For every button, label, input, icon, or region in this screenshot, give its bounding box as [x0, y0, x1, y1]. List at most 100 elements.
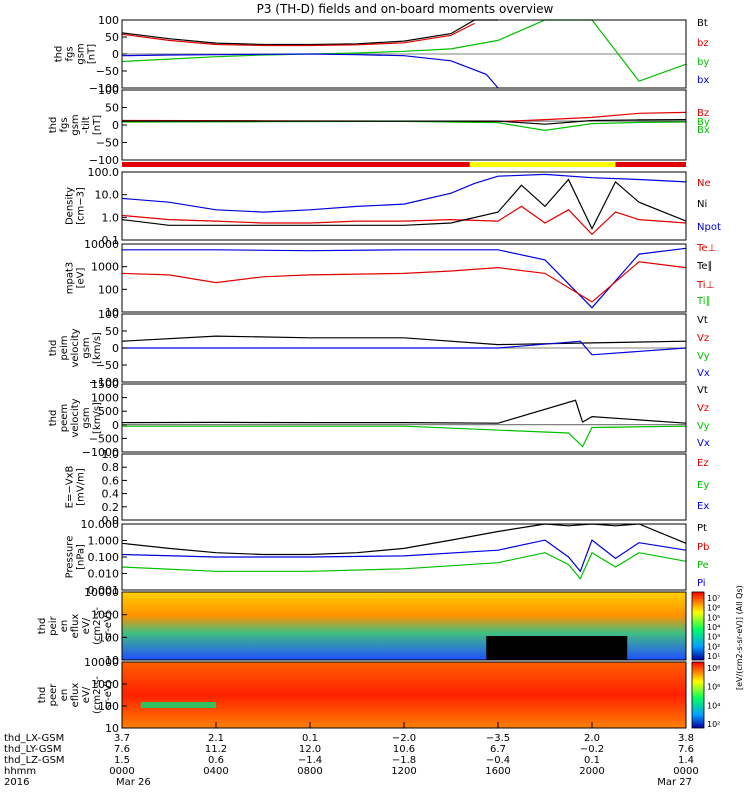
- y-tick-label: 50: [105, 325, 119, 338]
- y-tick-label: −100: [89, 376, 119, 389]
- colorbar-tick: 10¹: [707, 652, 720, 661]
- y-axis-label: (cm2-s-: [92, 676, 103, 714]
- y-axis-label: thd: [37, 687, 48, 704]
- y-axis-label: peem: [59, 404, 70, 432]
- legend-entry: Vz: [697, 333, 709, 344]
- legend-entry: Vt: [697, 385, 708, 396]
- legend-entry: Pe: [697, 560, 709, 571]
- series-line-Vy: [122, 425, 687, 448]
- colorbar-tick: 10⁷: [707, 594, 720, 603]
- y-tick-label: 0.100: [88, 551, 120, 564]
- y-axis-label: gsm: [81, 337, 92, 358]
- panel-fgs_gsm: 100 50 0 −50 −100 thd fgs gsm [nT] Bt bz by bx: [54, 14, 710, 95]
- x-row-label: thd_LY-GSM: [4, 744, 61, 755]
- y-tick-label: 1000: [91, 392, 119, 405]
- y-tick-label: 10: [105, 306, 119, 319]
- x-tick-label-ly: −0.2: [580, 744, 604, 755]
- y-axis-label: peim: [59, 335, 70, 360]
- y-tick-label: 0.001: [88, 584, 120, 597]
- panel-pressure: 10.000 1.000 0.100 0.010 0.001 Pressure [nPa] P…: [65, 518, 710, 597]
- y-tick-label: 0: [112, 119, 119, 132]
- y-tick-label: −50: [96, 137, 119, 150]
- x-tick-label-lz: 0.1: [584, 755, 600, 766]
- legend-entry: Ti∥: [696, 296, 711, 307]
- colorbar: 10⁸ 10⁶ 10⁴ 10²: [691, 661, 720, 729]
- spectrogram-fill: [122, 662, 686, 728]
- y-axis-label: Pressure: [65, 536, 76, 579]
- panel-frame: [121, 243, 687, 313]
- x-tick-label-hhmm: 1200: [391, 766, 416, 777]
- legend-entry: Ey: [697, 480, 709, 491]
- x-tick-label-date: Mar 26: [116, 777, 151, 788]
- colorbar-tick: 10⁵: [707, 613, 720, 622]
- x-tick-label-lx: −2.0: [392, 733, 416, 744]
- y-axis-label: eV/: [81, 617, 92, 634]
- legend-entry: Vt: [697, 315, 708, 326]
- x-tick-label-lx: −3.5: [486, 733, 510, 744]
- y-tick-label: 0.1: [102, 234, 120, 247]
- y-axis-label: thd: [48, 410, 59, 427]
- series-line-Bt: [121, 19, 498, 46]
- legend-entry: Vx: [697, 438, 710, 449]
- y-axis-label: E=−VxB: [65, 466, 76, 509]
- legend-entry: Npot: [697, 222, 721, 233]
- y-axis-label: eV/: [81, 686, 92, 703]
- y-axis-label: en: [59, 689, 70, 702]
- legend-entry: Te∥: [696, 261, 713, 272]
- series-line-Pi: [121, 539, 687, 573]
- panel-peim_velocity: 100 50 0 −50 −100 thd peim velocity gsm [km/s] Vt V…: [48, 308, 710, 389]
- x-tick-label-lx: 3.8: [678, 733, 694, 744]
- series-line-By: [121, 120, 687, 132]
- x-tick-label-lx: 0.1: [302, 733, 318, 744]
- y-tick-label: 0.8: [102, 461, 120, 474]
- series-line-Ne: [121, 205, 687, 236]
- x-tick-label-lz: −1.4: [298, 755, 322, 766]
- panel-peer_eflux: 10⁸ 10⁶ 10⁴ 10² 10000 1000 100 10 thd peer en eflux…: [37, 656, 720, 735]
- y-tick-label: 10000: [84, 586, 119, 599]
- x-tick-label-ly: 12.0: [299, 744, 321, 755]
- y-axis-label: Density: [65, 187, 76, 225]
- legend-entry: Vy: [697, 351, 710, 362]
- legend-entry: By: [697, 117, 710, 128]
- x-tick-label-date: Mar 27: [657, 777, 692, 788]
- legend-entry: Ni: [697, 199, 707, 210]
- y-axis-label: [km/s]: [92, 332, 103, 364]
- y-axis-label: sr-eV): [103, 611, 114, 640]
- y-tick-label: 100: [98, 700, 119, 713]
- figure-title: P3 (TH-D) fields and on-board moments ov…: [257, 2, 554, 16]
- legend-entry: Bx: [697, 125, 710, 136]
- y-tick-label: 100: [98, 84, 119, 97]
- y-tick-label: 1.000: [88, 535, 120, 548]
- colorbar-label: [eV/(cm2-s-sr-eV)] (All Qs): [735, 585, 744, 690]
- y-axis-label: sr-eV): [103, 680, 114, 709]
- y-tick-label: 50: [105, 102, 119, 115]
- y-tick-label: 100: [98, 308, 119, 321]
- y-tick-label: 10: [105, 722, 119, 735]
- colorbar-tick: 10⁴: [707, 623, 720, 632]
- y-tick-label: 10000: [84, 238, 119, 251]
- panel-frame: [121, 591, 687, 661]
- y-tick-label: 0: [112, 48, 119, 61]
- y-tick-label: 0.010: [88, 568, 120, 581]
- legend-entry: Te⊥: [696, 243, 716, 254]
- series-line-Bx: [122, 119, 687, 125]
- y-axis-label: eflux: [70, 614, 81, 639]
- state-bar-yellow: [469, 162, 616, 167]
- y-axis-label: [km/s]: [92, 402, 103, 434]
- series-line-Npot: [121, 173, 687, 213]
- y-axis-label: peir: [48, 615, 59, 635]
- state-bar-red: [122, 162, 470, 167]
- x-tick-label-hhmm: 0000: [109, 766, 134, 777]
- y-tick-label: −50: [96, 65, 119, 78]
- x-tick-label-ly: 11.2: [205, 744, 227, 755]
- y-axis-label: velocity: [70, 398, 81, 437]
- spectrogram-band: [140, 702, 216, 708]
- x-tick-label-hhmm: 0800: [297, 766, 322, 777]
- x-tick-label-lz: −1.8: [392, 755, 416, 766]
- colorbar-tick: 10³: [707, 633, 720, 642]
